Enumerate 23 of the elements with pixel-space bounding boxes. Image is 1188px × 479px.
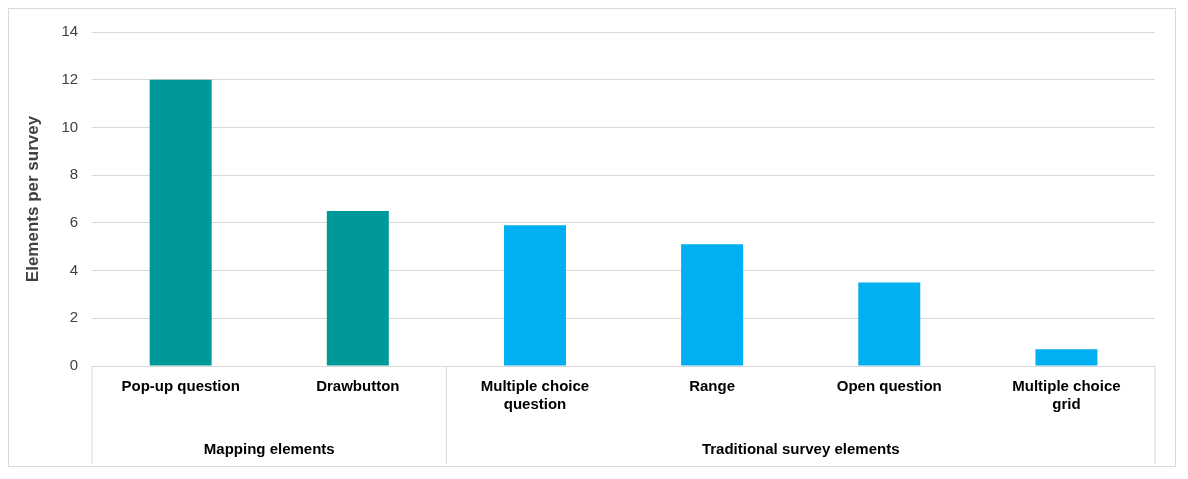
y-tick-label: 14 xyxy=(61,22,79,40)
bar xyxy=(503,225,566,366)
y-tick-label: 0 xyxy=(69,356,79,374)
bar xyxy=(858,282,921,366)
x-tick-label: Range xyxy=(689,377,736,395)
bar xyxy=(149,79,212,366)
y-tick-label: 2 xyxy=(69,308,79,326)
x-tick-label: Multiple choice question xyxy=(480,377,590,413)
x-tick-label: Drawbutton xyxy=(316,377,400,395)
bar xyxy=(326,210,389,366)
y-tick-label: 12 xyxy=(61,69,79,87)
y-tick-label: 8 xyxy=(69,165,79,183)
y-axis-title: Elements per survey xyxy=(22,115,42,283)
y-tick-label: 4 xyxy=(69,260,79,278)
y-tick-label: 10 xyxy=(61,117,79,135)
bar xyxy=(1035,349,1098,366)
bar xyxy=(681,244,744,366)
x-tick-label: Open question xyxy=(836,377,942,395)
x-tick-label: Multiple choice grid xyxy=(1012,377,1121,413)
x-tick-label: Pop-up question xyxy=(121,377,240,395)
text: Traditional survey elements xyxy=(701,440,900,458)
y-tick-label: 6 xyxy=(69,213,79,230)
text: Mapping elements xyxy=(203,440,335,458)
